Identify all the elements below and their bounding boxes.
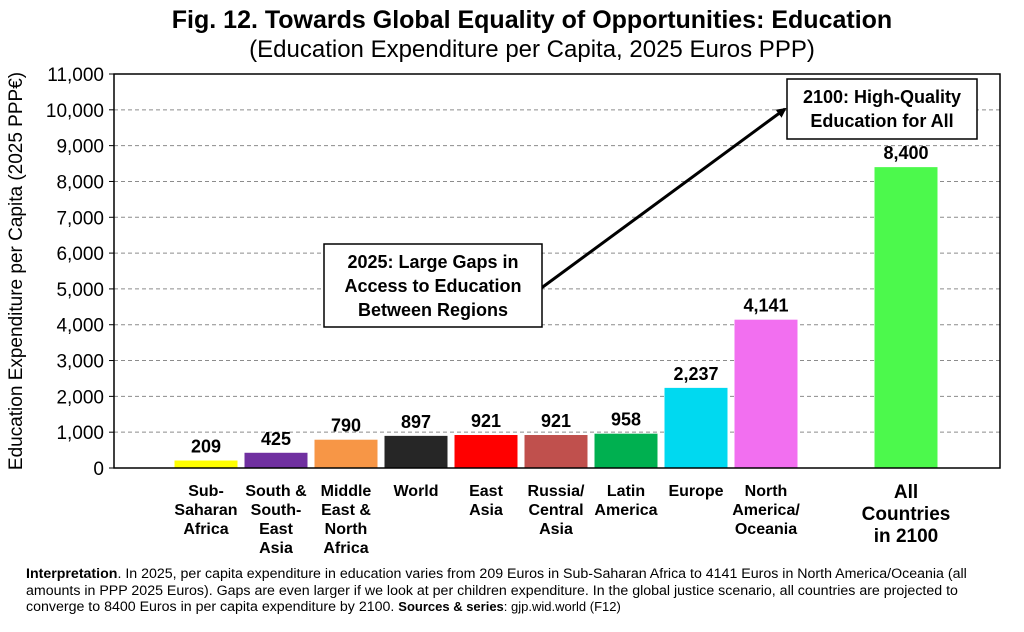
footnote-lead: Interpretation	[26, 566, 118, 582]
bar	[874, 167, 938, 469]
category-label: Europe	[668, 483, 723, 500]
y-tick-label: 6,000	[56, 244, 104, 265]
annotation-2025-line-2: Access to Education	[344, 276, 521, 296]
chart-subtitle: (Education Expenditure per Capita, 2025 …	[249, 36, 815, 63]
y-tick-label: 8,000	[56, 172, 104, 193]
annotation-2025: 2025: Large Gaps in Access to Education …	[323, 243, 543, 328]
bar	[244, 452, 308, 468]
y-tick-label: 3,000	[56, 352, 104, 373]
category-label: America/	[732, 502, 800, 519]
value-label: 921	[471, 411, 501, 431]
category-label: South &	[245, 483, 307, 500]
value-label: 8,400	[883, 143, 928, 163]
category-label: World	[393, 483, 438, 500]
bar	[524, 435, 588, 468]
annotation-2100-line-2: Education for All	[810, 111, 953, 131]
y-tick-label: 2,000	[56, 387, 104, 408]
category-label: Sub-	[188, 483, 224, 500]
category-label: Asia	[259, 540, 293, 557]
category-label: South-	[251, 502, 302, 519]
category-label: Africa	[323, 540, 368, 557]
category-label: Oceania	[735, 521, 797, 538]
bar	[314, 439, 378, 468]
category-label: Countries	[862, 504, 951, 525]
category-label: Asia	[539, 521, 573, 538]
category-label: East	[469, 483, 503, 500]
y-tick-label: 5,000	[56, 280, 104, 301]
y-tick-label: 7,000	[56, 208, 104, 229]
y-tick-label: 11,000	[47, 65, 104, 86]
y-axis-label: Education Expenditure per Capita (2025 P…	[6, 72, 27, 470]
annotation-2025-box	[323, 243, 543, 328]
annotation-2025-line-1: 2025: Large Gaps in	[347, 252, 518, 272]
y-axis-ticks: 0 1,000 2,000 3,000 4,000 5,000 6,000 7,000 8,00…	[46, 65, 114, 480]
annotation-2100-box	[786, 78, 978, 140]
bar	[384, 435, 448, 468]
category-label: America	[594, 502, 657, 519]
footnote: Interpretation. In 2025, per capita expe…	[26, 566, 1016, 616]
value-label: 897	[401, 412, 431, 432]
bar	[664, 387, 728, 468]
category-label: in 2100	[874, 526, 938, 547]
value-label: 921	[541, 411, 571, 431]
value-label: 790	[331, 416, 361, 436]
category-label: Middle	[321, 483, 372, 500]
y-tick-label: 1,000	[56, 423, 104, 444]
chart-title: Fig. 12. Towards Global Equality of Oppo…	[172, 6, 892, 34]
bar	[594, 433, 658, 468]
category-label: North	[745, 483, 788, 500]
footnote-text: . In 2025, per capita expenditure in edu…	[26, 566, 967, 615]
category-label: East	[259, 521, 293, 538]
y-tick-label: 9,000	[56, 137, 104, 158]
value-label: 209	[191, 437, 221, 457]
category-label: Asia	[469, 502, 503, 519]
bar	[454, 435, 518, 468]
annotation-2100-line-1: 2100: High-Quality	[803, 87, 961, 107]
plot-area-frame	[113, 73, 1001, 469]
value-label: 2,237	[673, 364, 718, 384]
bars	[174, 167, 938, 469]
category-label: East &	[321, 502, 371, 519]
bar-chart: Fig. 12. Towards Global Equality of Oppo…	[6, 6, 1001, 557]
value-labels: 209 425 790 897 921 921 958 2,237 4,141 8,400	[191, 143, 929, 456]
category-label: Central	[528, 502, 583, 519]
footnote-sources-label: Sources & series	[398, 599, 504, 614]
footnote-sources-value: : gjp.wid.world (F12)	[503, 599, 621, 614]
category-label: Russia/	[528, 483, 585, 500]
y-tick-label: 4,000	[56, 316, 104, 337]
category-label: Africa	[183, 521, 228, 538]
bar	[174, 460, 238, 468]
bar	[734, 319, 798, 468]
category-label: Saharan	[174, 502, 237, 519]
x-axis-categories: Sub- Saharan Africa South & South- East Asia Mi…	[174, 482, 950, 557]
category-label: North	[325, 521, 368, 538]
y-tick-label: 10,000	[46, 101, 104, 122]
annotation-2025-line-3: Between Regions	[358, 300, 508, 320]
value-label: 958	[611, 410, 641, 430]
value-label: 4,141	[743, 296, 788, 316]
category-label: All	[894, 482, 918, 503]
annotation-2100: 2100: High-Quality Education for All	[786, 78, 978, 140]
y-tick-label: 0	[93, 459, 104, 480]
value-label: 425	[261, 429, 291, 449]
convergence-arrow	[539, 107, 787, 291]
category-label: Latin	[607, 483, 645, 500]
gridlines	[114, 109, 1000, 433]
